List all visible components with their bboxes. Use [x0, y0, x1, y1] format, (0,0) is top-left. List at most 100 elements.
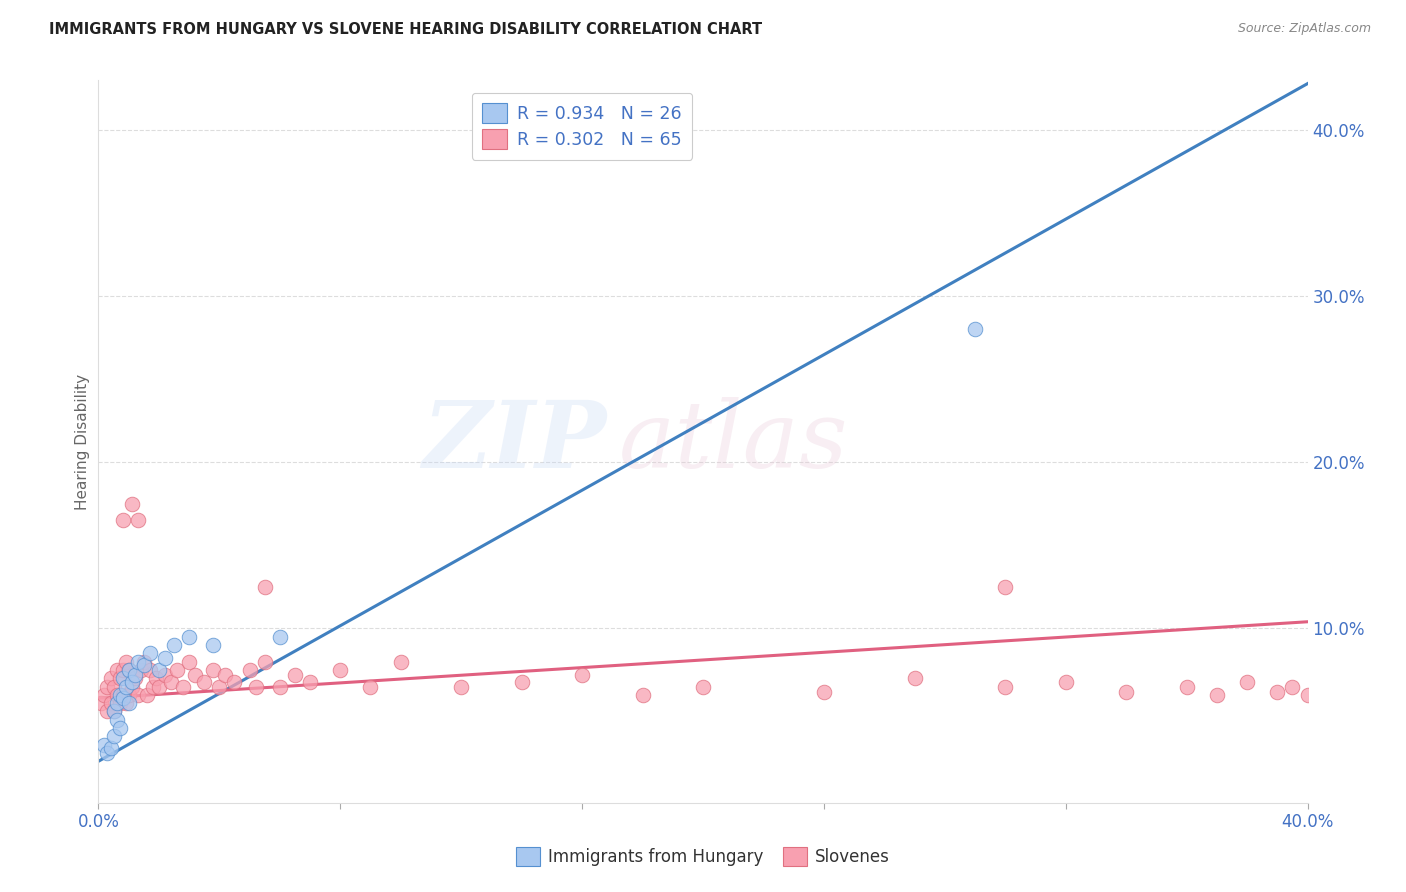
Point	[96, 705, 118, 719]
Point	[121, 497, 143, 511]
Point	[389, 655, 412, 669]
Text: ZIP: ZIP	[422, 397, 606, 486]
Point	[1267, 684, 1289, 698]
Point	[1296, 688, 1319, 702]
Point	[965, 322, 987, 336]
Point	[103, 680, 125, 694]
Point	[202, 638, 225, 652]
Point	[269, 680, 291, 694]
Legend: Immigrants from Hungary, Slovenes: Immigrants from Hungary, Slovenes	[509, 840, 897, 873]
Point	[93, 688, 115, 702]
Point	[135, 688, 157, 702]
Point	[160, 674, 183, 689]
Point	[153, 668, 176, 682]
Point	[103, 705, 125, 719]
Point	[253, 580, 276, 594]
Text: atlas: atlas	[619, 397, 848, 486]
Point	[139, 663, 162, 677]
Point	[118, 663, 141, 677]
Legend: R = 0.934   N = 26, R = 0.302   N = 65: R = 0.934 N = 26, R = 0.302 N = 65	[472, 93, 692, 160]
Point	[1054, 674, 1077, 689]
Point	[103, 705, 125, 719]
Point	[179, 630, 201, 644]
Point	[108, 671, 131, 685]
Point	[103, 730, 125, 744]
Point	[214, 668, 236, 682]
Point	[132, 657, 155, 672]
Point	[100, 671, 122, 685]
Point	[299, 674, 322, 689]
Point	[184, 668, 207, 682]
Y-axis label: Hearing Disability: Hearing Disability	[75, 374, 90, 509]
Point	[692, 680, 714, 694]
Point	[96, 746, 118, 760]
Point	[127, 655, 149, 669]
Point	[121, 680, 143, 694]
Point	[148, 663, 170, 677]
Point	[193, 674, 215, 689]
Point	[1312, 684, 1334, 698]
Point	[111, 688, 134, 702]
Point	[224, 674, 246, 689]
Point	[100, 741, 122, 756]
Point	[284, 668, 307, 682]
Point	[127, 688, 149, 702]
Point	[142, 680, 165, 694]
Point	[105, 688, 128, 702]
Point	[105, 696, 128, 710]
Point	[96, 680, 118, 694]
Point	[108, 721, 131, 735]
Point	[111, 691, 134, 706]
Point	[114, 680, 136, 694]
Point	[105, 663, 128, 677]
Point	[813, 684, 835, 698]
Point	[118, 696, 141, 710]
Point	[118, 663, 141, 677]
Point	[450, 680, 472, 694]
Point	[1175, 680, 1198, 694]
Point	[202, 663, 225, 677]
Point	[360, 680, 382, 694]
Point	[269, 630, 291, 644]
Point	[329, 663, 352, 677]
Point	[253, 655, 276, 669]
Point	[571, 668, 593, 682]
Point	[108, 688, 131, 702]
Point	[145, 671, 167, 685]
Point	[1236, 674, 1258, 689]
Point	[93, 738, 115, 752]
Point	[994, 580, 1017, 594]
Point	[904, 671, 927, 685]
Point	[111, 663, 134, 677]
Point	[114, 696, 136, 710]
Point	[1206, 688, 1229, 702]
Point	[1115, 684, 1137, 698]
Point	[994, 680, 1017, 694]
Point	[239, 663, 262, 677]
Point	[108, 696, 131, 710]
Text: Source: ZipAtlas.com: Source: ZipAtlas.com	[1237, 22, 1371, 36]
Point	[1281, 680, 1303, 694]
Point	[172, 680, 194, 694]
Point	[208, 680, 231, 694]
Point	[166, 663, 188, 677]
Point	[100, 696, 122, 710]
Point	[179, 655, 201, 669]
Point	[90, 696, 112, 710]
Point	[121, 674, 143, 689]
Point	[118, 688, 141, 702]
Point	[127, 513, 149, 527]
Point	[105, 713, 128, 727]
Point	[132, 655, 155, 669]
Point	[148, 680, 170, 694]
Point	[124, 668, 146, 682]
Point	[245, 680, 267, 694]
Point	[631, 688, 654, 702]
Point	[510, 674, 533, 689]
Point	[129, 663, 152, 677]
Point	[114, 655, 136, 669]
Point	[163, 638, 186, 652]
Point	[153, 651, 176, 665]
Point	[111, 671, 134, 685]
Point	[139, 646, 162, 660]
